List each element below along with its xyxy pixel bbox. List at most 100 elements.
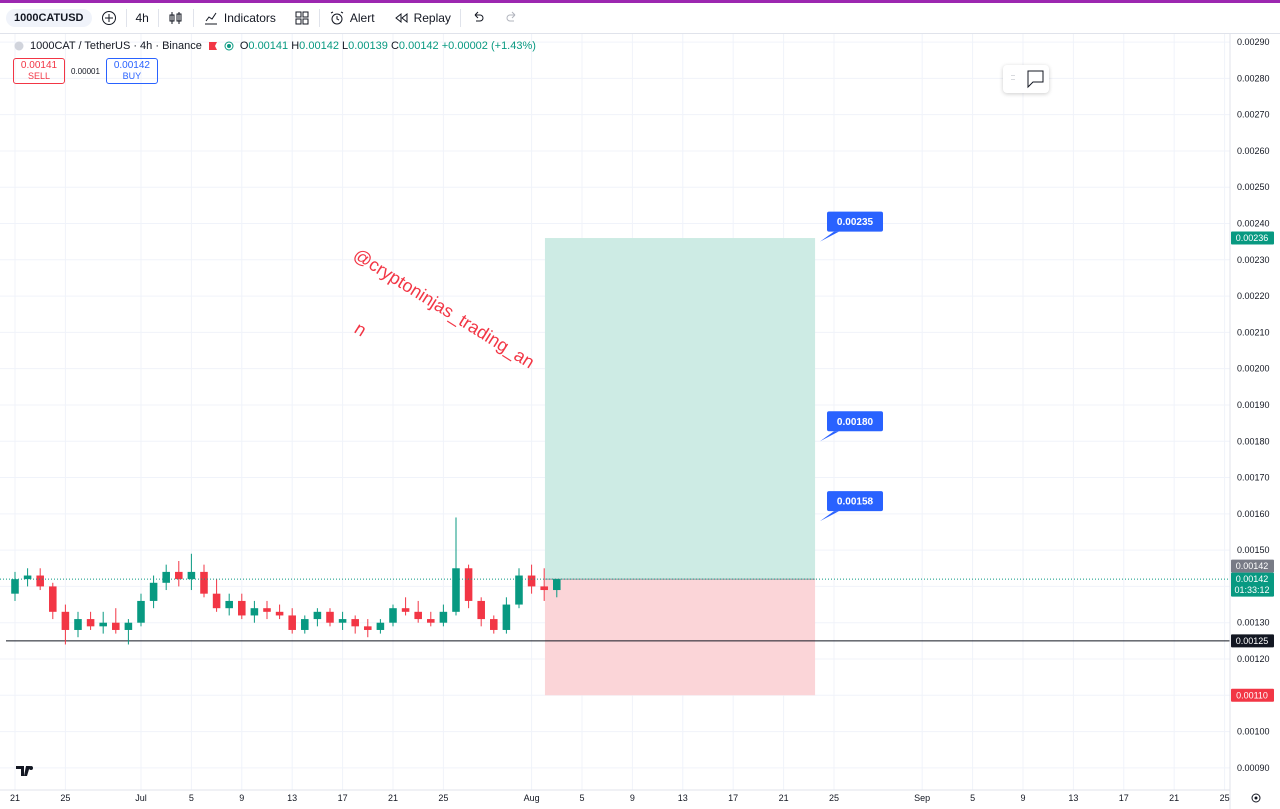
candle-body [187,571,196,580]
separator [125,9,127,27]
low-key: L [342,40,349,52]
alert-label: Alert [349,11,375,25]
candle-body [175,571,183,580]
callout-pointer [820,231,839,242]
candle-body [414,611,422,620]
add-symbol[interactable] [92,3,126,33]
spread: 0.00001 [71,66,100,76]
callout-pointer [820,511,839,522]
undo[interactable] [461,3,495,33]
note-widget[interactable] [1003,65,1049,93]
note-icon [1011,70,1044,89]
axes: 0.00290 0.00280 0.00270 0.00260 0.00250 0.002… [10,37,1274,803]
candle-body [427,619,435,623]
sell-label: SELL [27,71,51,81]
x-tick-label: Sep [914,793,930,803]
candle-body [389,608,397,623]
candle-body [351,619,359,627]
replay-button[interactable]: Replay [384,3,460,33]
redo[interactable] [495,3,529,33]
y-tick-label: 0.00230 [1237,255,1270,265]
callout-label: 0.00180 [837,417,874,428]
separator [192,9,194,27]
trade-buttons: 0.00141 SELL 0.00001 0.00142 BUY [13,58,158,84]
callout-box [827,411,883,432]
x-tick-label: Jul [135,793,147,803]
separator [318,9,320,27]
candle-body [401,608,410,612]
y-tick-label: 0.00090 [1237,763,1270,773]
sell-button[interactable]: 0.00141 SELL [13,58,65,84]
x-tick-label: 25 [60,793,70,803]
buy-price: 0.00142 [113,60,150,71]
callout-box [827,491,883,512]
close-key: C [390,40,399,52]
buy-button[interactable]: 0.00142 BUY [105,58,158,84]
x-tick-label: Aug [524,793,540,803]
callout-label: 0.00235 [837,217,874,228]
x-tick-label: 17 [338,793,348,803]
chart-type[interactable] [159,3,193,33]
x-tick-label: 25 [438,793,448,803]
y-tick-label: 0.00180 [1237,436,1270,446]
candle-body [149,582,158,601]
x-tick-label: 21 [779,793,789,803]
chart: 0.002350.001800.00158@cryptoninjas_tradi… [0,34,1280,809]
candle-body [238,600,246,616]
replay-icon [394,12,408,24]
redo-icon [506,11,516,22]
low-value: 0.00139 [348,40,388,52]
y-tick-label: 0.00220 [1237,291,1270,301]
candle-body [49,586,57,612]
plus-icon [101,11,116,25]
x-tick-label: 5 [579,793,584,803]
interval[interactable]: 4h [135,11,149,25]
x-tick-label: 9 [239,793,244,803]
indicators-button[interactable]: Indicators [194,3,285,33]
indicators-icon [204,12,217,25]
alert-icon [330,11,344,25]
alert-button[interactable]: Alert [320,3,384,33]
candle-body [553,579,561,591]
y-tick-label: 0.00130 [1237,618,1270,628]
price-label: 0.00110 [1236,690,1268,700]
price-label-bg [1231,688,1274,702]
y-tick-label: 0.00270 [1237,110,1270,120]
candle-body [364,626,372,630]
price-label: 0.00142 [1236,574,1269,584]
y-tick-label: 0.00120 [1237,654,1270,664]
price-label: 0.00125 [1236,636,1269,646]
candle-body [452,568,460,612]
candle-body [124,622,133,630]
profit-zone [544,238,816,580]
y-tick-label: 0.00100 [1237,727,1270,737]
x-tick-label: 17 [728,793,738,803]
x-tick-label: 17 [1119,793,1129,803]
candle-body [250,608,259,616]
candle-body [11,579,19,594]
candle-body [263,608,271,612]
candle-body [313,611,322,620]
callout-pointer [820,431,839,442]
candle-body [288,615,296,630]
y-tick-label: 0.00240 [1237,219,1270,229]
symbol-title: 1000CAT / TetherUS · 4h · Binance [30,40,202,52]
change: +0.00002 (+1.43%) [441,40,536,52]
price-label-bg [1231,231,1274,245]
candle-body [326,611,334,623]
candle-body [162,571,170,583]
layouts[interactable] [285,3,319,33]
undo-icon [474,11,484,22]
high-key: H [291,40,300,52]
candle-body [301,619,309,630]
x-tick-label: 9 [630,793,635,803]
toolbar: 1000CATUSD 4h Indicators Alert Replay [0,3,1280,34]
candle-body [212,593,221,609]
symbol[interactable]: 1000CATUSD [6,9,92,27]
x-tick-label: 13 [287,793,297,803]
candle-body [200,571,208,594]
legend: 1000CAT / TetherUS · 4h · Binance O0.001… [14,40,536,52]
symbol-dot [14,41,24,51]
x-tick-label: 9 [1020,793,1025,803]
